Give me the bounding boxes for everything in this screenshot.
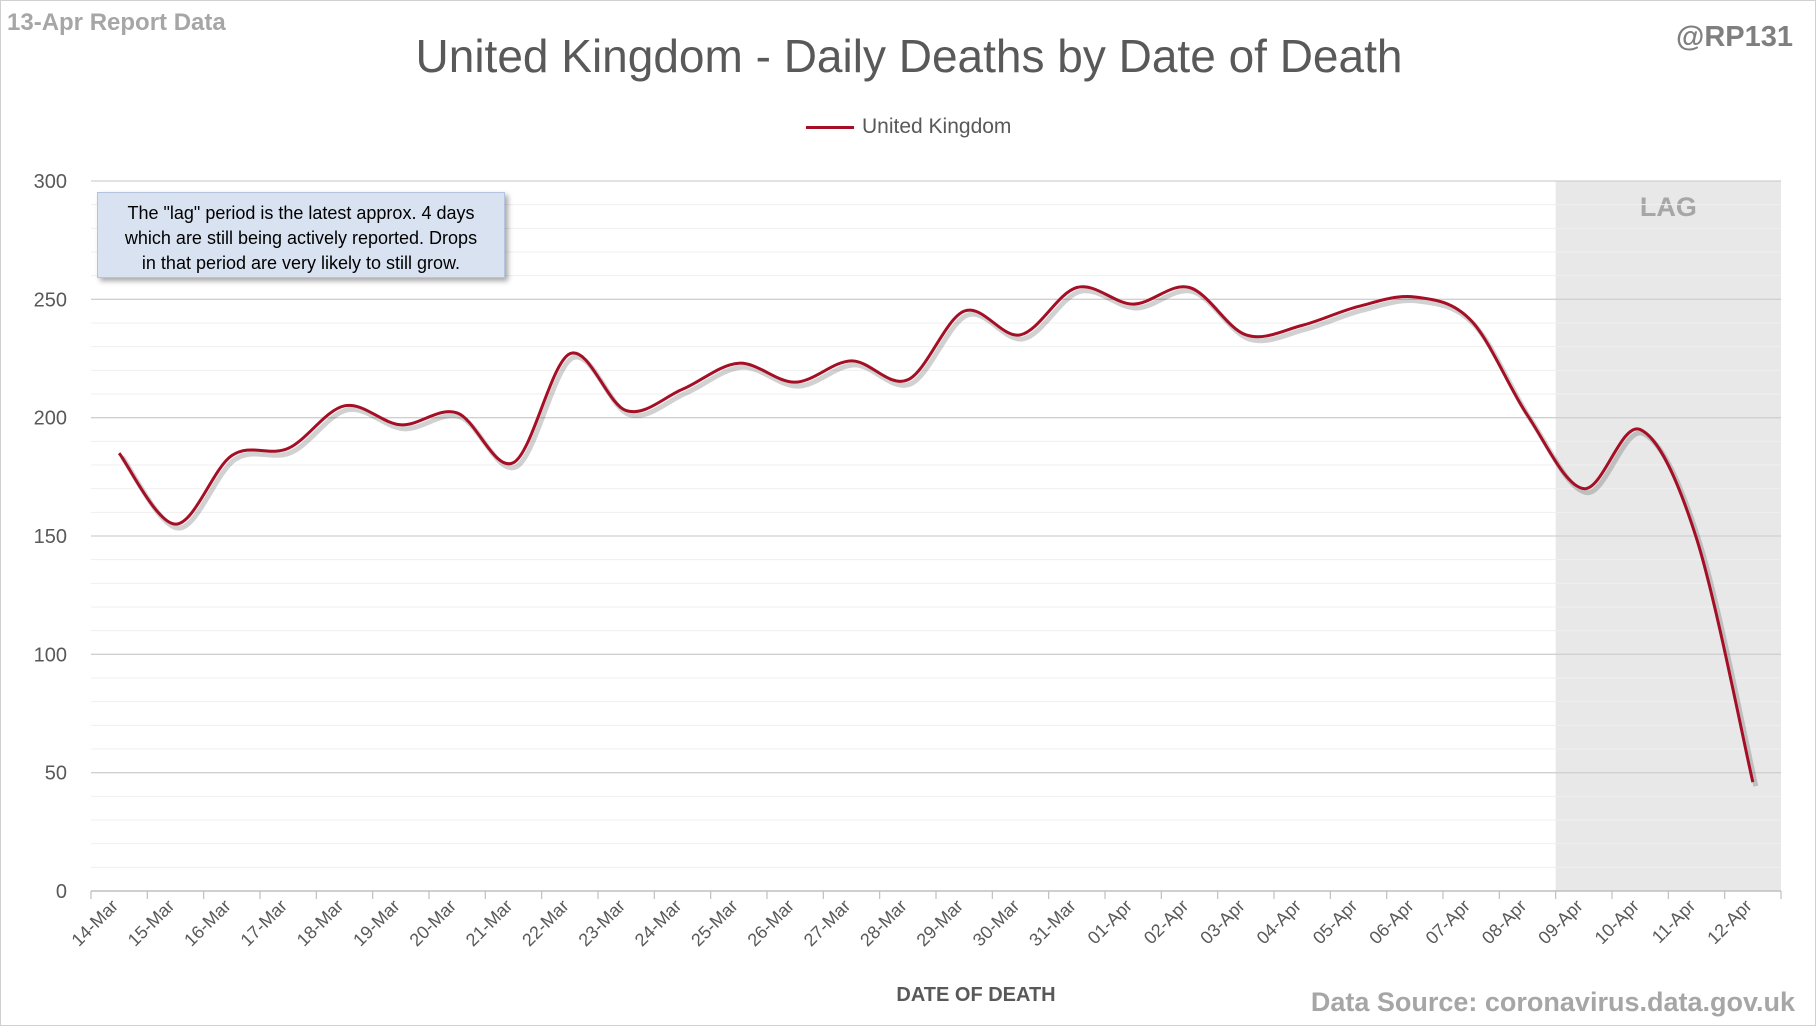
x-tick-label: 19-Mar [349, 896, 403, 950]
report-date-label: 13-Apr Report Data [7, 9, 226, 36]
x-tick-label: 16-Mar [180, 896, 234, 950]
x-tick-label: 11-Apr [1648, 896, 1699, 947]
y-tick-label: 300 [34, 171, 67, 193]
chart-title: United Kingdom - Daily Deaths by Date of… [415, 30, 1403, 82]
series-line-shadow [120, 288, 1759, 787]
x-tick-label: 31-Mar [1025, 896, 1079, 950]
lag-note-line: in that period are very likely to still … [141, 253, 461, 273]
x-tick-label: 07-Apr [1422, 896, 1474, 948]
x-tick-label: 24-Mar [631, 896, 685, 950]
y-tick-label: 100 [34, 644, 67, 666]
x-tick-label: 08-Apr [1478, 896, 1530, 948]
x-tick-label: 05-Apr [1309, 896, 1361, 948]
data-source-label: Data Source: coronavirus.data.gov.uk [1310, 987, 1795, 1017]
x-tick-label: 14-Mar [68, 896, 122, 950]
y-tick-label: 250 [34, 289, 67, 311]
x-tick-label: 01-Apr [1084, 896, 1136, 948]
x-tick-label: 25-Mar [687, 896, 741, 950]
legend-swatch [806, 125, 854, 129]
lag-note-line: which are still being actively reported.… [124, 228, 478, 248]
series-line-united-kingdom [117, 285, 1755, 783]
x-tick-label: 10-Apr [1591, 896, 1643, 948]
lag-region-label: LAG [1640, 192, 1697, 222]
lag-note-box: The "lag" period is the latest approx. 4… [97, 192, 505, 278]
y-tick-label: 200 [34, 408, 67, 430]
x-tick-label: 18-Mar [293, 896, 347, 950]
y-tick-label: 0 [56, 881, 67, 903]
y-tick-label: 50 [45, 763, 67, 785]
x-tick-label: 21-Mar [462, 896, 516, 950]
legend: United Kingdom [806, 115, 1011, 139]
legend-label: United Kingdom [862, 115, 1012, 138]
x-tick-label: 29-Mar [913, 896, 967, 950]
x-tick-label: 09-Apr [1534, 896, 1586, 948]
x-tick-label: 26-Mar [744, 896, 798, 950]
y-tick-label: 150 [34, 526, 67, 548]
x-tick-label: 03-Apr [1196, 896, 1248, 948]
x-tick-label: 30-Mar [969, 896, 1023, 950]
lag-note-line: The "lag" period is the latest approx. 4… [127, 203, 475, 223]
x-tick-label: 15-Mar [124, 896, 178, 950]
x-tick-label: 28-Mar [856, 896, 910, 950]
x-axis-title: DATE OF DEATH [896, 984, 1055, 1006]
x-tick-label: 20-Mar [406, 896, 460, 950]
x-tick-label: 02-Apr [1140, 896, 1192, 948]
x-tick-label: 23-Mar [575, 896, 629, 950]
x-tick-label: 06-Apr [1365, 896, 1417, 948]
x-tick-label: 17-Mar [237, 896, 291, 950]
author-handle: @RP131 [1676, 21, 1793, 53]
x-tick-label: 04-Apr [1253, 896, 1305, 948]
x-tick-label: 12-Apr [1703, 896, 1755, 948]
x-tick-label: 27-Mar [800, 896, 854, 950]
x-tick-label: 22-Mar [518, 896, 572, 950]
